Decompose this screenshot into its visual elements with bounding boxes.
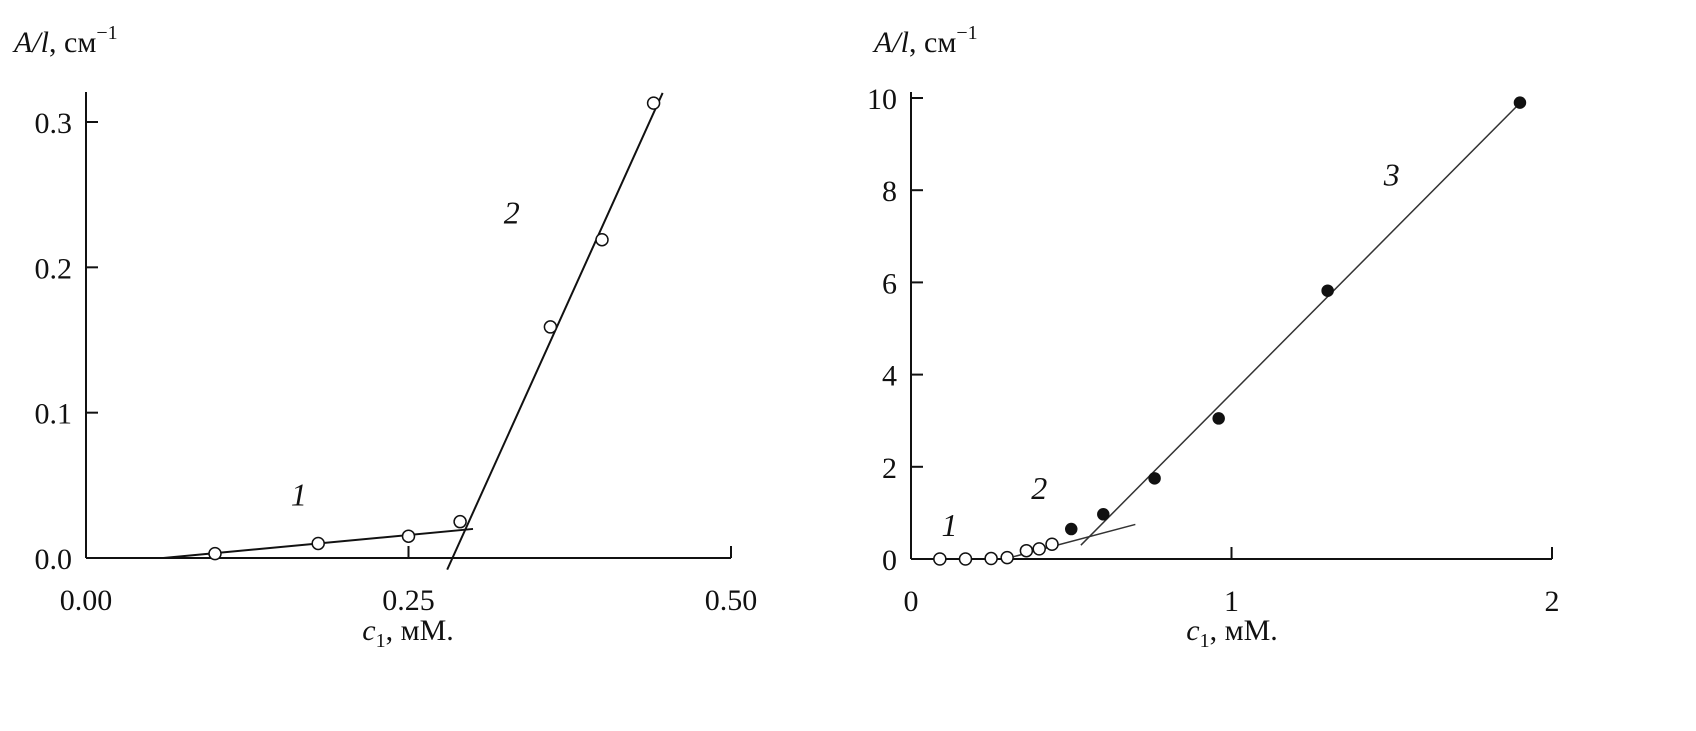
data-point-series-2	[1019, 543, 1034, 558]
y-tick-label: 0	[882, 544, 897, 577]
chart-panel-left: 0.00 0.25 0.50 0.0 0.1 0.2 0.3 A/l, см−1 c1, мМ.…	[12, 22, 757, 652]
data-point-series-3	[1513, 96, 1527, 109]
x-tick-label: 1	[1224, 585, 1239, 618]
data-point-series-1	[401, 529, 416, 543]
data-point-series-1	[984, 551, 998, 566]
y-tick-label: 2	[882, 452, 897, 485]
data-point-series-3	[1097, 508, 1110, 521]
data-point-series-2	[646, 96, 661, 110]
curve-label-3: 3	[1383, 157, 1400, 193]
data-point-series-1	[958, 552, 973, 566]
data-point-series-1	[453, 514, 467, 529]
y-axis-title: A/l, см−1	[12, 22, 118, 59]
curve-label-1: 1	[941, 507, 957, 543]
x-axis-title: c1, мМ.	[362, 614, 454, 652]
data-point-series-1	[208, 546, 222, 561]
y-tick-label: 10	[867, 83, 897, 116]
y-tick-label: 0.3	[35, 107, 73, 140]
data-point-series-2	[543, 320, 558, 334]
x-tick-label: 0.00	[60, 584, 113, 617]
x-tick-label: 0	[904, 585, 919, 618]
data-point-series-1	[1000, 550, 1014, 565]
data-point-series-3	[1148, 472, 1161, 485]
fit-line-series-3	[1080, 99, 1524, 546]
y-tick-label: 8	[882, 175, 897, 208]
x-tick-label: 2	[1545, 585, 1560, 618]
data-point-series-3	[1065, 522, 1078, 536]
y-tick-label: 0.0	[35, 543, 73, 576]
data-point-series-2	[1045, 537, 1059, 551]
data-point-series-3	[1212, 412, 1225, 425]
x-tick-label: 0.25	[382, 584, 435, 617]
y-tick-label: 0.2	[35, 252, 73, 285]
y-tick-label: 6	[882, 267, 897, 300]
data-point-series-1	[311, 536, 325, 551]
x-tick-label: 0.50	[705, 584, 758, 617]
curve-label-2: 2	[1031, 470, 1047, 506]
y-axis-title: A/l, см−1	[872, 22, 978, 59]
data-point-series-2	[595, 232, 609, 247]
y-tick-label: 4	[882, 360, 897, 393]
data-point-series-2	[1032, 542, 1046, 556]
curve-label-1: 1	[291, 477, 307, 513]
y-tick-label: 0.1	[35, 398, 73, 431]
data-point-series-3	[1321, 284, 1334, 297]
data-point-series-1	[933, 552, 947, 566]
curve-label-2: 2	[504, 195, 520, 231]
x-axis-title: c1, мМ.	[1186, 614, 1278, 652]
